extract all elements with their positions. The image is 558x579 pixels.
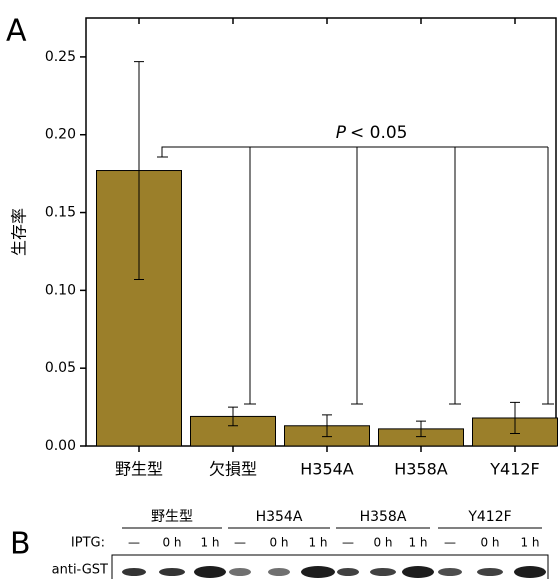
y-axis-label: 生存率 xyxy=(10,208,29,256)
x-tick-label: 欠損型 xyxy=(209,460,257,479)
blot-band xyxy=(477,568,503,576)
lane-label: 1 h xyxy=(520,536,539,550)
y-tick-label: 0.20 xyxy=(45,127,76,143)
group-label: 野生型 xyxy=(151,509,193,525)
x-tick-label: H358A xyxy=(394,460,448,479)
blot-band xyxy=(370,568,396,576)
lane-label: — xyxy=(234,536,246,550)
antibody-label: anti-GST xyxy=(52,563,108,578)
group-label: H358A xyxy=(360,509,407,525)
lane-label: — xyxy=(342,536,354,550)
figure: A 生存率 P < 0.05 B IPTG: anti-GST 0.00 0.05… xyxy=(0,0,558,579)
blot-band xyxy=(514,566,546,578)
annotation-symbol: P xyxy=(336,123,347,143)
x-tick-label: Y412F xyxy=(489,460,540,479)
blot-band xyxy=(194,566,226,578)
annotation-text: < 0.05 xyxy=(350,123,408,143)
lane-label: 0 h xyxy=(480,536,499,550)
x-tick-label: 野生型 xyxy=(115,460,163,479)
lane-label: 1 h xyxy=(408,536,427,550)
blot-band xyxy=(268,568,290,576)
lane-label: 1 h xyxy=(200,536,219,550)
x-tick-label: H354A xyxy=(300,460,354,479)
y-tick-label: 0.15 xyxy=(45,205,76,221)
group-label: H354A xyxy=(256,509,303,525)
blot-band xyxy=(122,568,146,576)
y-tick-label: 0.05 xyxy=(45,360,76,376)
group-label: Y412F xyxy=(467,509,511,525)
lane-label: 1 h xyxy=(308,536,327,550)
y-tick-label: 0.25 xyxy=(45,49,76,65)
blot-band xyxy=(337,568,359,576)
panel-label: A xyxy=(6,14,27,49)
panel-label: B xyxy=(10,527,31,562)
y-tick-label: 0.10 xyxy=(45,282,76,298)
lane-label: 0 h xyxy=(373,536,392,550)
blot-band xyxy=(159,568,185,576)
row-label: IPTG: xyxy=(71,536,105,551)
lane-label: — xyxy=(444,536,456,550)
blot-band xyxy=(229,568,251,576)
y-tick-label: 0.00 xyxy=(45,438,76,454)
blot-band xyxy=(301,566,335,578)
significance-bracket xyxy=(157,147,554,404)
lane-label: — xyxy=(128,536,140,550)
lane-label: 0 h xyxy=(269,536,288,550)
lane-label: 0 h xyxy=(162,536,181,550)
blot-band xyxy=(438,568,462,576)
blot-band xyxy=(402,566,434,578)
